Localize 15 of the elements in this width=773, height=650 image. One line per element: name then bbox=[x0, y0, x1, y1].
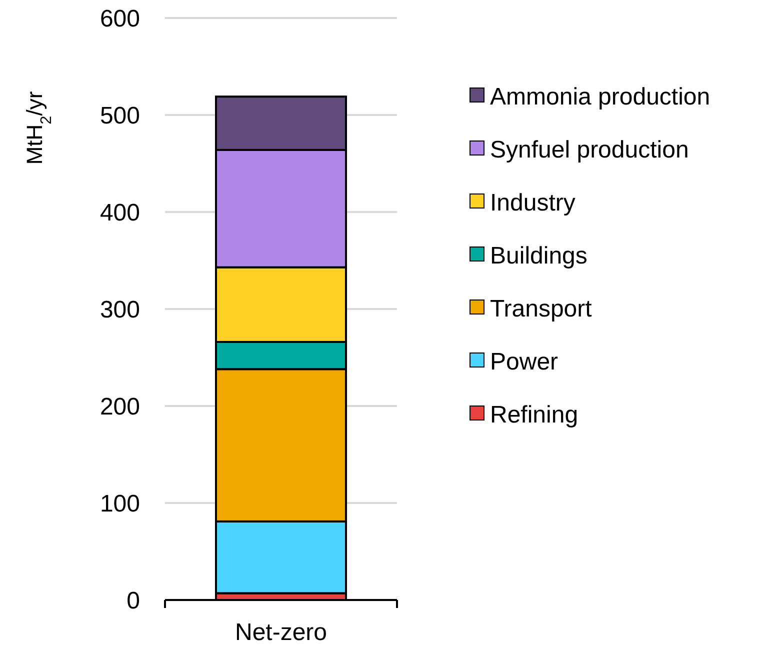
legend-label: Synfuel production bbox=[490, 136, 689, 164]
y-tick-label: 100 bbox=[100, 490, 140, 518]
y-tick-label: 500 bbox=[100, 102, 140, 130]
y-tick-label: 0 bbox=[126, 587, 140, 614]
legend-label: Transport bbox=[490, 295, 592, 322]
legend-label: Buildings bbox=[490, 242, 588, 270]
y-tick-label: 200 bbox=[100, 393, 140, 420]
x-tick-label: Net-zero bbox=[234, 619, 328, 646]
y-tick-label: 300 bbox=[100, 296, 140, 324]
y-tick-label: 400 bbox=[100, 199, 140, 226]
legend-label: Ammonia production bbox=[490, 83, 710, 110]
legend-label: Power bbox=[490, 348, 558, 376]
legend-label: Industry bbox=[490, 189, 576, 216]
legend-label: Refining bbox=[490, 401, 578, 428]
y-tick-label: 600 bbox=[100, 5, 140, 32]
